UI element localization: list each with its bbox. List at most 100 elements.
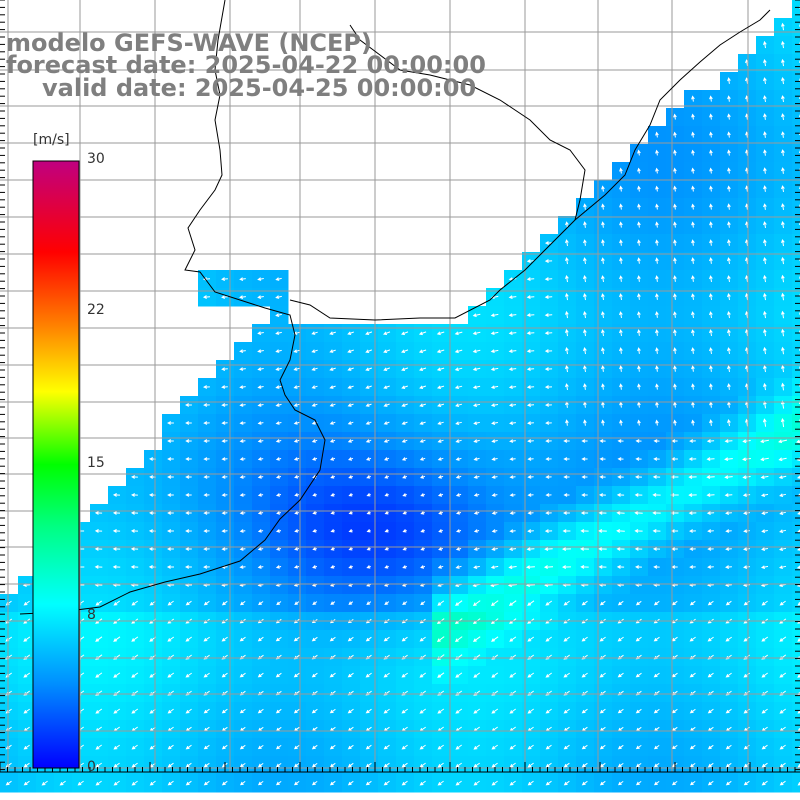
wind-arrow [689,744,696,750]
wind-arrow [673,113,677,120]
wind-arrow [655,365,659,372]
wind-arrow [508,331,517,335]
wind-arrow [167,547,174,551]
wind-cell [792,360,800,379]
wind-arrow [781,40,785,49]
wind-arrow [691,185,695,192]
wind-arrow [526,331,535,335]
wind-arrow [565,364,569,373]
wind-arrow [402,475,408,479]
wind-arrow [472,636,481,642]
wind-arrow [436,349,445,354]
wind-arrow [565,310,569,319]
wind-arrow [94,529,103,533]
wind-arrow [275,493,282,497]
wind-arrow [781,364,785,373]
wind-arrow [329,672,336,678]
wind-cell [792,378,800,397]
wind-arrow [383,403,390,407]
wind-arrow [743,636,750,642]
wind-arrow [131,708,139,714]
wind-arrow [743,762,750,768]
wind-arrow [472,331,481,336]
wind-arrow [329,349,336,353]
wind-arrow [544,259,553,263]
wind-arrow [454,349,463,354]
wind-arrow [709,131,713,138]
wind-arrow [563,708,570,714]
wind-cell [792,774,800,793]
wind-arrow [203,565,210,569]
wind-arrow [637,203,641,210]
wind-arrow [383,636,390,642]
wind-arrow [348,601,354,605]
wind-arrow [420,547,425,551]
wind-arrow [616,547,625,551]
wind-cell [792,288,800,307]
wind-arrow [581,457,588,461]
wind-arrow [420,493,425,497]
wind-arrow [257,277,264,281]
wind-arrow [707,565,714,569]
wind-arrow [239,385,246,389]
wind-arrow [797,710,800,714]
wind-arrow [185,475,192,479]
wind-arrow [203,762,210,768]
wind-cell [792,702,800,721]
wind-cell [792,756,800,775]
wind-arrow [95,780,102,786]
wind-arrow [763,238,767,247]
wind-arrow [691,293,695,300]
wind-arrow [709,365,713,372]
wind-arrow [239,457,246,461]
wind-arrow [761,529,768,533]
wind-arrow [691,365,695,372]
wind-arrow [526,277,535,281]
wind-arrow [330,475,335,479]
wind-arrow [526,403,535,407]
wind-cell [792,522,800,541]
wind-arrow [239,600,246,606]
wind-arrow [455,547,462,551]
wind-arrow [545,439,552,443]
wind-arrow [709,203,713,210]
wind-arrow [763,40,767,49]
wind-arrow [95,744,102,750]
wind-arrow [203,457,210,461]
wind-arrow [185,403,192,407]
wind-arrow [239,565,246,569]
wind-arrow [583,274,587,283]
wind-arrow [580,529,589,533]
wind-arrow [437,457,444,461]
wind-arrow [599,457,606,461]
wind-arrow [637,365,641,372]
wind-arrow [689,547,696,551]
wind-arrow [419,762,426,768]
wind-arrow [455,511,462,515]
wind-arrow [619,275,623,282]
wind-arrow [706,493,715,497]
wind-arrow [761,672,768,678]
wind-arrow [347,385,354,389]
wind-arrow [599,475,606,479]
wind-arrow [526,349,535,353]
wind-arrow [436,636,445,643]
wind-arrow [545,493,552,497]
wind-arrow [544,277,553,281]
wind-arrow [312,565,318,569]
wind-arrow [239,295,246,299]
wind-arrow [490,403,499,407]
wind-arrow [167,439,174,443]
wind-arrow [239,547,246,551]
wind-cell [792,504,800,523]
wind-arrow [526,259,535,263]
wind-arrow [203,421,210,425]
wind-arrow [707,636,714,642]
wind-arrow [59,780,66,786]
wind-arrow [473,439,480,443]
wind-arrow [455,493,462,497]
wind-arrow [779,600,786,606]
wind-cell [792,414,800,433]
wind-arrow [455,403,463,407]
wind-arrow [257,421,264,425]
